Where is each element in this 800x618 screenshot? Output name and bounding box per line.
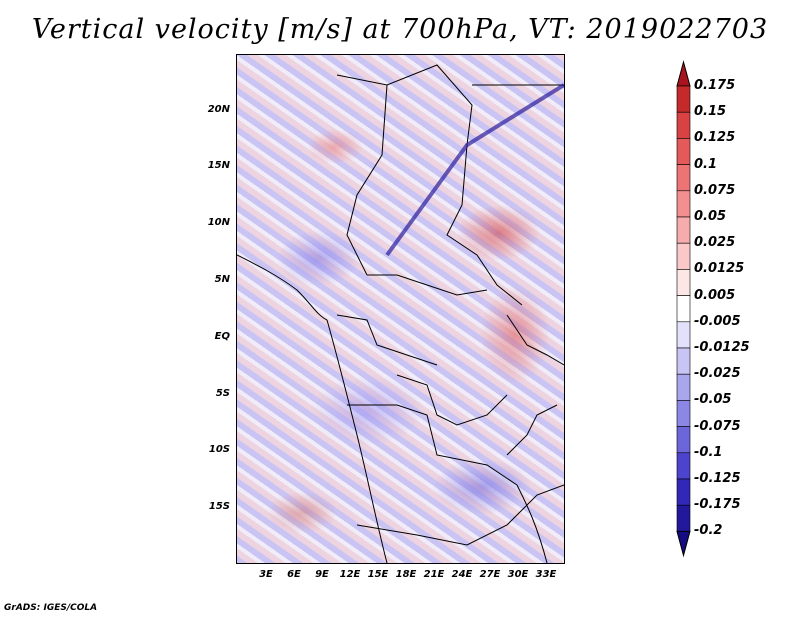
lon-label-9e: 9E	[315, 569, 329, 580]
colorbar-swatch	[676, 426, 691, 454]
colorbar-cap-bottom	[676, 530, 691, 558]
colorbar-label: -0.0125	[694, 340, 750, 355]
colorbar-cap-top	[676, 60, 691, 87]
lat-label-5n: 5N	[214, 274, 230, 285]
border-mozambique	[516, 484, 548, 563]
lat-label-15n: 15N	[207, 160, 230, 171]
colorbar-label: -0.125	[694, 471, 741, 486]
lon-label-30e: 30E	[507, 569, 529, 580]
border-tanzania	[506, 404, 558, 456]
colorbar-swatch	[676, 347, 691, 375]
colorbar-swatch	[676, 269, 691, 296]
colorbar-swatch	[676, 164, 691, 192]
colorbar-swatch	[676, 504, 691, 532]
grads-credit: GrADS: IGES/COLA	[4, 603, 98, 613]
lon-label-12e: 12E	[339, 569, 361, 580]
lat-label-5s: 5S	[215, 388, 230, 399]
lat-label-20n: 20N	[207, 104, 230, 115]
colorbar-swatch	[676, 295, 691, 323]
lat-label-15s: 15S	[208, 501, 230, 512]
colorbar-swatch	[676, 321, 691, 349]
border-congo	[336, 314, 438, 366]
lat-label-10s: 10S	[208, 444, 230, 455]
border-sudan	[446, 144, 523, 306]
border-drc	[396, 374, 508, 426]
border-angola	[347, 404, 518, 486]
colorbar-swatch	[676, 373, 691, 401]
border-north	[336, 64, 473, 146]
colorbar-swatch	[676, 190, 691, 218]
colorbar-label: 0.15	[694, 104, 727, 120]
colorbar-label: -0.075	[694, 418, 741, 434]
colorbar-swatch	[676, 478, 691, 506]
colorbar-label: 0.075	[694, 182, 736, 198]
subsidence-band	[385, 83, 564, 257]
country-borders	[237, 64, 564, 563]
colorbar-label: -0.2	[694, 523, 723, 539]
colorbar-label: 0.005	[694, 287, 736, 303]
border-east	[506, 314, 564, 366]
coastline-atlantic	[326, 319, 388, 563]
border-chad-niger	[346, 84, 388, 276]
colorbar	[676, 60, 691, 558]
lat-label-eq: EQ	[214, 331, 230, 342]
colorbar-label: 0.025	[694, 235, 736, 251]
colorbar-swatch	[676, 85, 691, 113]
colorbar-label: 0.05	[694, 209, 727, 224]
colorbar-label: -0.05	[694, 392, 732, 408]
lon-label-27e: 27E	[479, 569, 501, 580]
colorbar-label: 0.1	[694, 156, 718, 172]
map-panel	[236, 54, 565, 564]
lon-label-3e: 3E	[259, 569, 273, 580]
colorbar-label: -0.005	[694, 313, 741, 329]
lat-label-10n: 10N	[207, 217, 230, 228]
colorbar-label: -0.025	[694, 366, 741, 382]
colorbar-label: 0.175	[694, 78, 736, 93]
colorbar-label: -0.1	[694, 444, 723, 460]
colorbar-label: 0.0125	[694, 261, 745, 277]
lon-label-6e: 6E	[287, 569, 301, 580]
coastline-west-africa	[237, 254, 328, 321]
lon-label-33e: 33E	[535, 569, 557, 580]
colorbar-swatch	[676, 111, 691, 139]
lon-label-21e: 21E	[423, 569, 445, 580]
colorbar-swatch	[676, 216, 691, 244]
colorbar-swatch	[676, 400, 691, 427]
border-south	[356, 484, 564, 546]
lon-label-18e: 18E	[395, 569, 417, 580]
chart-title: Vertical velocity [m/s] at 700hPa, VT: 2…	[31, 14, 769, 45]
colorbar-label: 0.125	[694, 130, 736, 146]
lon-label-24e: 24E	[451, 569, 473, 580]
colorbar-swatch	[676, 242, 691, 270]
border-car	[367, 274, 488, 296]
lon-label-15e: 15E	[367, 569, 389, 580]
colorbar-swatch	[676, 452, 691, 480]
colorbar-label: -0.175	[694, 497, 741, 513]
colorbar-swatch	[676, 138, 691, 165]
